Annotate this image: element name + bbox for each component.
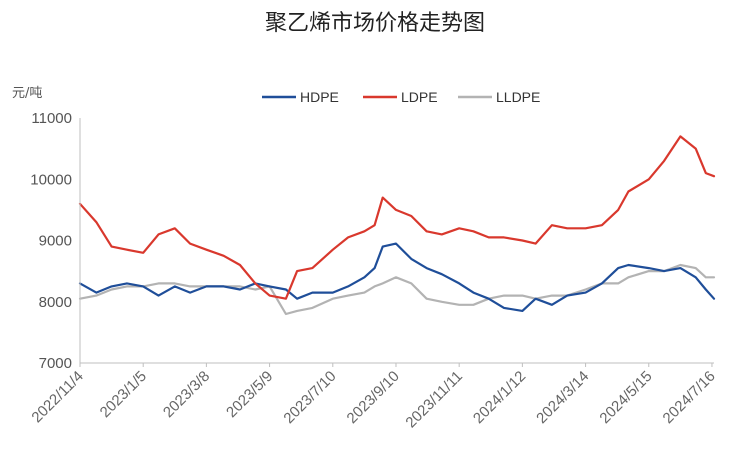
- y-tick-label: 7000: [39, 355, 72, 372]
- x-tick-label: 2024/1/12: [470, 368, 529, 427]
- y-tick-label: 10000: [30, 171, 72, 188]
- x-tick-label: 2024/7/16: [660, 368, 719, 427]
- y-axis-unit-label: 元/吨: [12, 86, 42, 101]
- legend: HDPE LDPE LLDPE: [262, 89, 540, 105]
- x-tick-label: 2023/7/10: [280, 368, 339, 427]
- x-tick-label: 2023/5/9: [223, 368, 276, 421]
- x-axis-ticks: 2022/11/4 2023/1/5 2023/3/8 2023/5/9 2023/7/…: [28, 363, 719, 432]
- y-tick-label: 9000: [39, 233, 72, 250]
- y-tick-label: 8000: [39, 294, 72, 311]
- chart-title: 聚乙烯市场价格走势图: [265, 11, 485, 36]
- series-line-ldpe: [78, 135, 716, 300]
- y-tick-label: 11000: [31, 110, 72, 127]
- legend-label-hdpe: HDPE: [300, 89, 339, 105]
- x-tick-label: 2023/1/5: [97, 368, 150, 421]
- plot-area: [78, 135, 716, 316]
- x-tick-label: 2022/11/4: [28, 368, 86, 426]
- legend-label-lldpe: LLDPE: [496, 89, 540, 105]
- x-tick-label: 2023/9/10: [344, 368, 403, 427]
- series-line-lldpe: [78, 263, 716, 316]
- x-tick-label: 2023/11/11: [402, 368, 466, 432]
- series-line-hdpe: [78, 242, 716, 312]
- x-tick-label: 2024/5/15: [596, 368, 655, 427]
- x-tick-label: 2023/3/8: [160, 368, 213, 421]
- legend-label-ldpe: LDPE: [401, 89, 438, 105]
- x-tick-label: 2024/3/14: [533, 368, 592, 427]
- y-axis-ticks: 11000 10000 9000 8000 7000: [30, 110, 72, 372]
